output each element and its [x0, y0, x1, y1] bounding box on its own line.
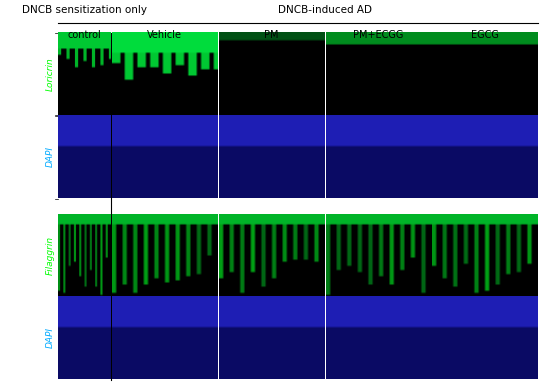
Bar — [326, 296, 431, 379]
Bar — [432, 214, 538, 296]
Bar — [326, 115, 431, 197]
Bar — [58, 296, 111, 379]
Bar — [112, 214, 217, 296]
Bar — [326, 214, 431, 296]
Text: DNCB sensitization only: DNCB sensitization only — [22, 5, 147, 15]
Text: control: control — [67, 30, 101, 40]
Bar — [219, 33, 324, 115]
Text: EGCG: EGCG — [471, 30, 499, 40]
Bar — [112, 296, 217, 379]
Text: Vehicle: Vehicle — [147, 30, 182, 40]
Bar — [219, 115, 324, 197]
Text: DAPI: DAPI — [46, 327, 55, 348]
Bar — [112, 115, 217, 197]
Bar — [58, 33, 111, 115]
Bar — [219, 296, 324, 379]
Bar — [432, 33, 538, 115]
Text: Loricrin: Loricrin — [46, 57, 55, 91]
Text: PM: PM — [264, 30, 279, 40]
Bar — [219, 214, 324, 296]
Text: Filaggrin: Filaggrin — [46, 236, 55, 275]
Text: DAPI: DAPI — [46, 146, 55, 167]
Text: DNCB-induced AD: DNCB-induced AD — [278, 5, 372, 15]
Bar — [112, 33, 217, 115]
Bar — [432, 115, 538, 197]
Bar — [432, 296, 538, 379]
Bar — [58, 214, 111, 296]
Text: PM+ECGG: PM+ECGG — [353, 30, 403, 40]
Bar — [58, 115, 111, 197]
Bar — [326, 33, 431, 115]
